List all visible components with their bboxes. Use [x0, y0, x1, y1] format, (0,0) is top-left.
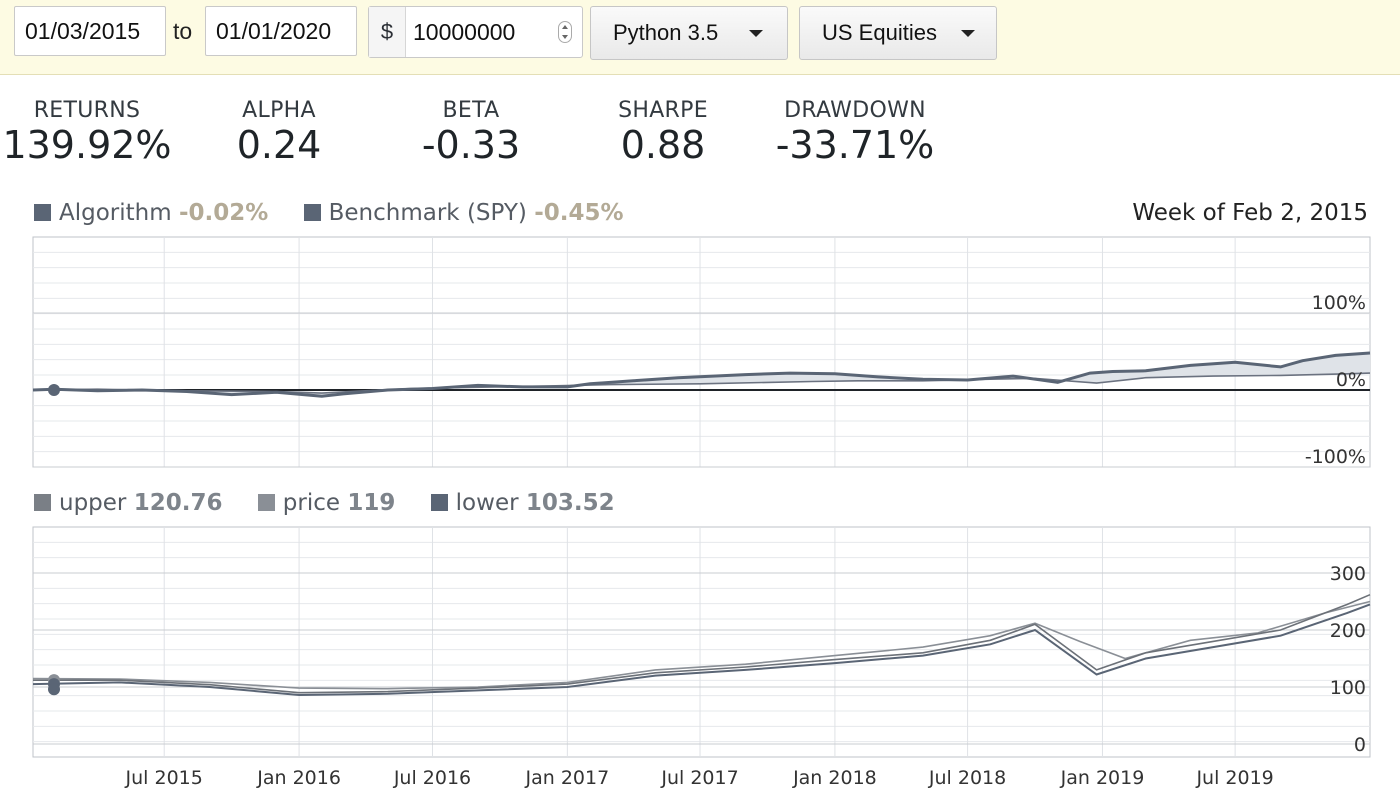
series-start-marker: [48, 384, 60, 396]
x-tick-label: Jan 2018: [792, 767, 877, 789]
metric-returns: RETURNS 139.92%: [0, 98, 174, 167]
capital-input[interactable]: 10000000: [413, 19, 516, 45]
x-tick-label: Jan 2017: [525, 767, 610, 789]
metric-alpha: ALPHA 0.24: [200, 98, 358, 167]
metric-sharpe: SHARPE 0.88: [584, 98, 742, 167]
x-tick-label: Jul 2018: [928, 767, 1006, 789]
legend-label: lower: [455, 490, 519, 516]
language-label: Python 3.5: [613, 20, 719, 45]
to-label: to: [173, 18, 193, 44]
start-date-input[interactable]: 01/03/2015: [14, 6, 166, 56]
returns-y-tick-label: 0%: [1336, 369, 1366, 391]
metric-value: -0.33: [421, 123, 521, 167]
returns-chart-frame: [32, 236, 1371, 468]
legend-swatch: [34, 494, 51, 511]
metric-beta: BETA -0.33: [392, 98, 550, 167]
custom-chart-frame: [32, 526, 1371, 758]
legend-value: 120.76: [133, 490, 223, 516]
legend-swatch: [34, 204, 51, 221]
x-tick-label: Jul 2017: [660, 767, 738, 789]
universe-dropdown[interactable]: US Equities: [799, 6, 997, 60]
legend-value: -0.02%: [178, 200, 269, 226]
metric-label: BETA: [442, 98, 500, 123]
legend-item-lower[interactable]: lower 103.52: [430, 490, 615, 516]
lower-series-line: [32, 603, 1371, 697]
legend-label: Algorithm: [59, 200, 172, 226]
x-tick-label: Jul 2019: [1195, 767, 1273, 789]
custom-y-tick-label: 300: [1330, 563, 1366, 585]
chevron-down-icon: [749, 30, 763, 37]
legend-swatch: [257, 494, 275, 511]
universe-label: US Equities: [822, 20, 937, 45]
legend-item-price[interactable]: price 119: [257, 490, 403, 516]
returns-y-tick-label: -100%: [1305, 446, 1366, 468]
algorithm-series-line: [32, 351, 1371, 398]
legend-swatch: [430, 494, 448, 511]
legend-value: -0.45%: [534, 200, 624, 226]
custom-legend: upper 120.76 price 119 lower 103.52: [34, 490, 615, 516]
legend-swatch: [303, 204, 321, 221]
returns-legend: Algorithm -0.02% Benchmark (SPY) -0.45%: [34, 200, 624, 226]
legend-value: 103.52: [525, 490, 615, 516]
metric-drawdown: DRAWDOWN -33.71%: [762, 98, 948, 167]
metric-label: DRAWDOWN: [784, 98, 926, 123]
metric-value: 139.92%: [2, 123, 172, 167]
metric-label: RETURNS: [33, 98, 141, 123]
currency-symbol: $: [369, 7, 406, 57]
backtest-toolbar: 01/03/2015 to 01/01/2020 $ 10000000 Pyth…: [0, 0, 1400, 75]
legend-item-upper[interactable]: upper 120.76: [34, 490, 230, 516]
x-tick-label: Jul 2016: [393, 767, 471, 789]
metric-value: 0.24: [236, 123, 322, 167]
series-start-marker: [48, 683, 60, 696]
language-dropdown[interactable]: Python 3.5: [590, 6, 788, 60]
end-date-input[interactable]: 01/01/2020: [205, 6, 357, 56]
legend-label: price: [282, 490, 341, 516]
x-tick-label: Jul 2015: [125, 767, 203, 789]
metric-label: ALPHA: [242, 98, 316, 123]
price-series-line: [33, 593, 1371, 694]
metric-value: -33.71%: [775, 123, 935, 167]
custom-y-tick-label: 100: [1330, 677, 1366, 699]
legend-value: 119: [347, 490, 396, 516]
x-tick-label: Jan 2019: [1060, 767, 1145, 789]
returns-y-tick-label: 100%: [1312, 292, 1366, 314]
capital-field: $ 10000000: [368, 6, 583, 58]
metric-value: 0.88: [620, 123, 706, 167]
legend-item-algorithm[interactable]: Algorithm -0.02%: [34, 200, 276, 226]
custom-y-tick-label: 0: [1354, 734, 1366, 756]
legend-label: upper: [59, 490, 127, 516]
week-label: Week of Feb 2, 2015: [1132, 200, 1368, 226]
metric-label: SHARPE: [618, 98, 708, 123]
x-tick-label: Jan 2016: [256, 767, 341, 789]
stepper-icon[interactable]: [558, 21, 572, 43]
returns-area-fill: [33, 353, 1370, 397]
upper-series-line: [32, 600, 1371, 690]
legend-item-benchmark[interactable]: Benchmark (SPY) -0.45%: [303, 200, 624, 226]
chevron-down-icon: [961, 30, 975, 37]
custom-y-tick-label: 200: [1330, 620, 1366, 642]
legend-label: Benchmark (SPY): [328, 200, 527, 226]
